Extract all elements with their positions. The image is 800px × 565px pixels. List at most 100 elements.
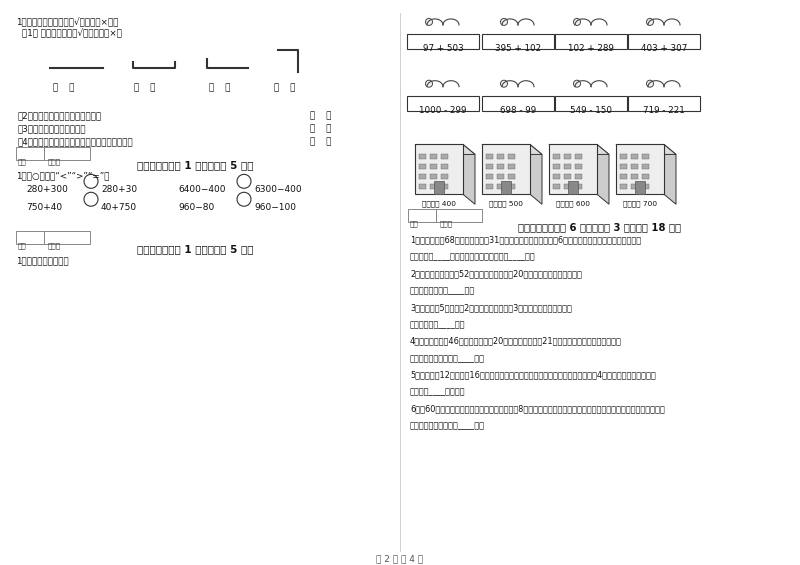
Text: 第 2 页 共 4 页: 第 2 页 共 4 页 (377, 554, 423, 563)
Bar (419, 184, 426, 189)
Bar (555, 34, 627, 49)
Bar (642, 164, 649, 170)
Bar (497, 175, 504, 179)
Bar (430, 175, 437, 179)
Bar (642, 175, 649, 179)
Text: （    ）: （ ） (310, 112, 331, 120)
Circle shape (501, 19, 507, 25)
Polygon shape (482, 145, 542, 154)
Text: 八、解决问题（共 6 小题，每题 3 分，共计 18 分）: 八、解决问题（共 6 小题，每题 3 分，共计 18 分） (518, 222, 682, 232)
Bar (564, 184, 571, 189)
Text: 得数大约 500: 得数大约 500 (489, 200, 523, 207)
Text: （1） 下面是线段的打√，不是的打×。: （1） 下面是线段的打√，不是的打×。 (22, 29, 122, 38)
Bar (434, 181, 444, 194)
Bar (407, 95, 479, 111)
Bar (642, 154, 649, 159)
Bar (441, 154, 448, 159)
Bar (430, 164, 437, 170)
Text: 1、估一估，连一连。: 1、估一估，连一连。 (16, 256, 69, 265)
Polygon shape (664, 145, 676, 205)
Bar (508, 184, 515, 189)
Bar (482, 95, 554, 111)
Text: 得数接近 400: 得数接近 400 (422, 200, 456, 207)
Text: （4）一块正方形，剪去一个角后只剩下三个角。: （4）一块正方形，剪去一个角后只剩下三个角。 (18, 137, 134, 146)
Bar (631, 154, 638, 159)
Text: 1000 - 299: 1000 - 299 (419, 106, 466, 115)
Bar (564, 164, 571, 170)
Circle shape (646, 19, 654, 25)
Bar (564, 175, 571, 179)
Text: 97 + 503: 97 + 503 (422, 44, 463, 53)
Text: 40+750: 40+750 (101, 203, 137, 212)
Text: 280+300: 280+300 (26, 185, 68, 194)
Text: 5、妈妈买了12只苹果和16只梨，如果要把它们全部装在袋子里，每只袋子只能裁4只水果，需要几只袋子？: 5、妈妈买了12只苹果和16只梨，如果要把它们全部装在袋子里，每只袋子只能裁4只… (410, 371, 656, 380)
Bar (16, 147, 44, 160)
Text: 答：水果店现在有水果____筐。: 答：水果店现在有水果____筐。 (410, 354, 485, 363)
Text: 答：一共卖了____元。: 答：一共卖了____元。 (410, 320, 466, 329)
Bar (419, 164, 426, 170)
Bar (501, 181, 511, 194)
Bar (620, 184, 627, 189)
Circle shape (646, 80, 654, 87)
Bar (508, 164, 515, 170)
Text: （    ）: （ ） (53, 84, 74, 93)
Bar (620, 175, 627, 179)
Bar (419, 154, 426, 159)
Polygon shape (549, 145, 609, 154)
Bar (486, 154, 493, 159)
Text: （    ）: （ ） (310, 137, 331, 146)
Bar (575, 164, 582, 170)
Circle shape (426, 80, 433, 87)
Bar (635, 181, 645, 194)
Text: 评卷人: 评卷人 (48, 242, 61, 249)
Text: 1、在○里填上“<”“>”“=”。: 1、在○里填上“<”“>”“=”。 (16, 171, 110, 180)
Circle shape (501, 80, 507, 87)
Polygon shape (463, 145, 475, 205)
Bar (407, 34, 479, 49)
Bar (575, 184, 582, 189)
Bar (44, 147, 90, 160)
Text: 3、商店卖出5包白糖和2包红糖，平均每包化3元錢，一共卖了多少錢？: 3、商店卖出5包白糖和2包红糖，平均每包化3元錢，一共卖了多少錢？ (410, 303, 572, 312)
Text: 评卷人: 评卷人 (440, 220, 453, 227)
Text: 4、水果店有水果46筐，上午卖出了20筐，下午又运进了21筐，水果店现在有水果多少筐？: 4、水果店有水果46筐，上午卖出了20筐，下午又运进了21筐，水果店现在有水果多… (410, 337, 622, 346)
Bar (441, 175, 448, 179)
Circle shape (426, 19, 433, 25)
Bar (497, 164, 504, 170)
Bar (568, 181, 578, 194)
Bar (508, 175, 515, 179)
Bar (508, 154, 515, 159)
Circle shape (574, 19, 581, 25)
Bar (628, 34, 700, 49)
Bar (631, 164, 638, 170)
Text: （    ）: （ ） (274, 84, 295, 93)
Bar (564, 154, 571, 159)
Bar (631, 175, 638, 179)
Text: 得数大约 700: 得数大约 700 (623, 200, 657, 207)
Bar (408, 209, 436, 222)
Text: （    ）: （ ） (134, 84, 155, 93)
Text: 6300−400: 6300−400 (254, 185, 302, 194)
Text: 得分: 得分 (18, 242, 26, 249)
Text: 280+30: 280+30 (101, 185, 137, 194)
Bar (553, 154, 560, 159)
Bar (430, 154, 437, 159)
Polygon shape (616, 145, 676, 154)
Text: 答：还剩下____辆，现在停车场上有小汽车____辆。: 答：还剩下____辆，现在停车场上有小汽车____辆。 (410, 252, 536, 261)
Text: （    ）: （ ） (310, 124, 331, 133)
Text: 2、少年宫新购小提琲52把，中提琴比小提琲20把，两种琴一共有多少把？: 2、少年宫新购小提琲52把，中提琴比小提琲20把，两种琴一共有多少把？ (410, 269, 582, 278)
Text: （3）所有的直角都一样大。: （3）所有的直角都一样大。 (18, 124, 86, 133)
Polygon shape (597, 145, 609, 205)
Polygon shape (415, 145, 475, 154)
Text: 698 - 99: 698 - 99 (500, 106, 536, 115)
Text: 719 - 221: 719 - 221 (643, 106, 685, 115)
Circle shape (574, 80, 581, 87)
Bar (441, 164, 448, 170)
Text: 395 + 102: 395 + 102 (495, 44, 541, 53)
Bar (415, 145, 463, 194)
Text: 评卷人: 评卷人 (48, 158, 61, 165)
Text: 七、连一连（共 1 大题，共计 5 分）: 七、连一连（共 1 大题，共计 5 分） (137, 244, 254, 254)
Bar (44, 231, 90, 244)
Bar (549, 145, 597, 194)
Bar (616, 145, 664, 194)
Bar (553, 175, 560, 179)
